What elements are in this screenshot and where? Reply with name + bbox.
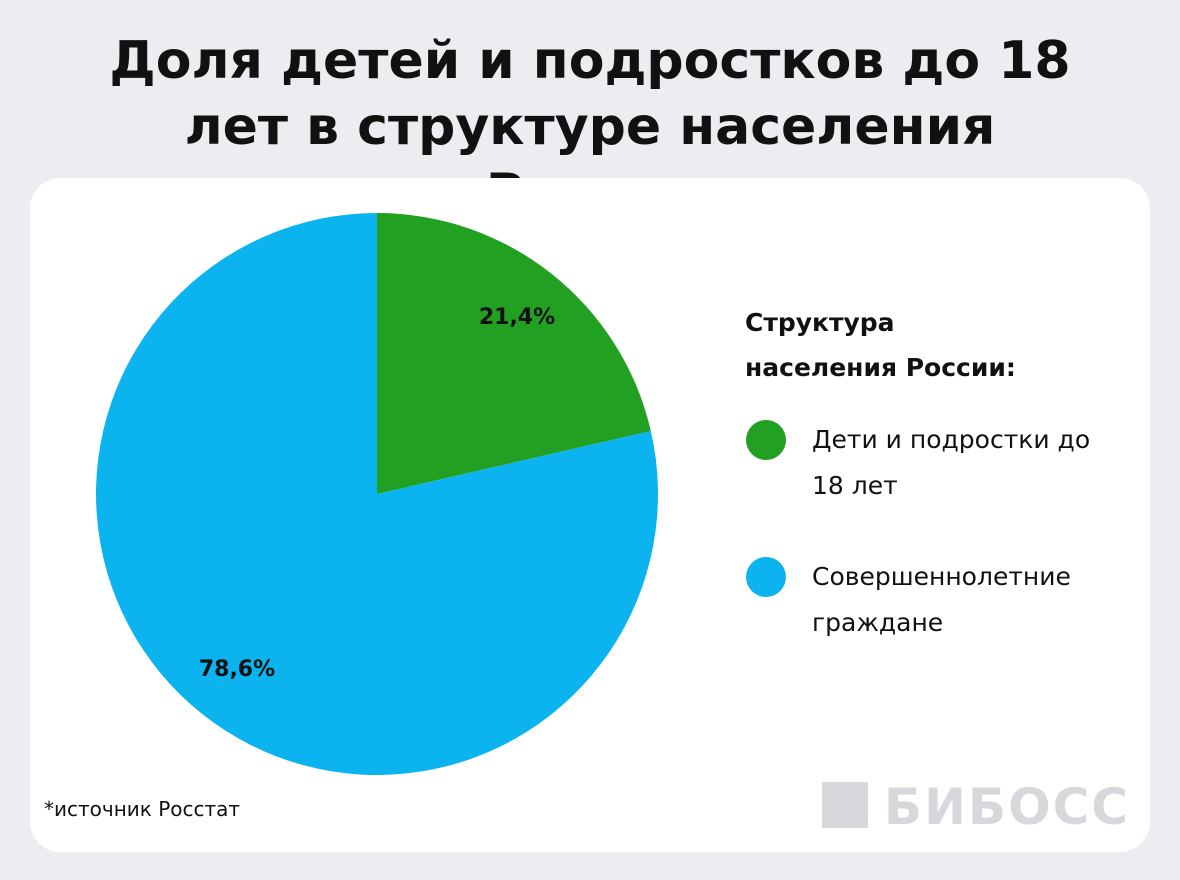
pie-slice	[95, 213, 658, 775]
watermark: БИБОСС	[884, 778, 1130, 836]
data-label: 21,4%	[479, 305, 555, 330]
logo-icon	[822, 782, 868, 828]
chart-title: Доля детей и подростков до 18 лет в стру…	[109, 31, 1071, 223]
data-label: 78,6%	[199, 657, 275, 682]
legend-label: Совершеннолетние граждане	[812, 562, 1071, 637]
legend-title: Структура населения России:	[745, 308, 1016, 382]
pie-slice	[377, 213, 651, 494]
legend-marker	[746, 420, 786, 460]
legend-label: Дети и подростки до 18 лет	[812, 425, 1091, 500]
source-note: *источник Росстат	[44, 797, 241, 821]
legend-marker	[746, 557, 786, 597]
